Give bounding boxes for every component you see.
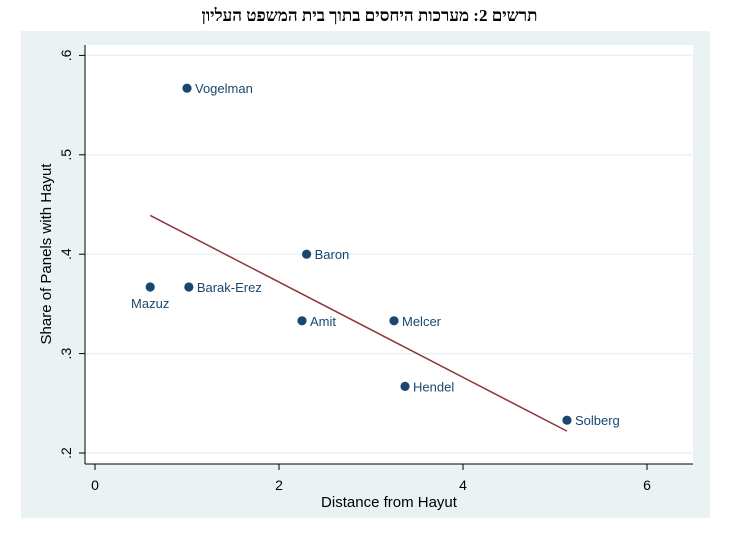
axes: .2 .3 .4 .5 .6 0 2 4 6 [58,45,693,493]
x-tick-label: 6 [643,477,651,493]
y-tick-label: .3 [58,348,74,360]
point-label: Solberg [575,413,620,428]
data-point [302,249,312,259]
x-tick-label: 2 [275,477,283,493]
figure-caption: תרשים 2: מערכות היחסים בתוך בית המשפט הע… [201,6,538,25]
point-label: Baron [315,247,350,262]
data-point [184,282,194,292]
fit-line-layer [149,214,568,432]
point-label: Amit [310,314,336,329]
x-axis-title: Distance from Hayut [321,494,458,511]
points-layer: Vogelman Baron Mazuz Barak-Erez Amit Melcer He… [131,81,620,428]
data-point [145,282,155,292]
point-label: Barak-Erez [197,280,262,295]
y-tick-label: .4 [58,248,74,260]
data-point [400,381,410,392]
y-tick-label: .6 [58,49,74,61]
grid-lines [85,54,693,454]
y-axis-title: Share of Panels with Hayut [38,163,55,345]
point-label: Mazuz [131,296,169,311]
data-point [297,316,307,326]
point-label: Hendel [413,379,454,394]
point-label: Melcer [402,314,442,329]
point-label: Vogelman [195,81,253,96]
x-tick-label: 4 [459,477,467,493]
data-point [389,316,399,326]
y-tick-label: .5 [58,149,74,161]
x-tick-label: 0 [91,477,99,493]
fit-line [149,214,568,432]
y-tick-label: .2 [58,447,74,459]
data-point [562,415,572,425]
data-point [182,83,192,93]
